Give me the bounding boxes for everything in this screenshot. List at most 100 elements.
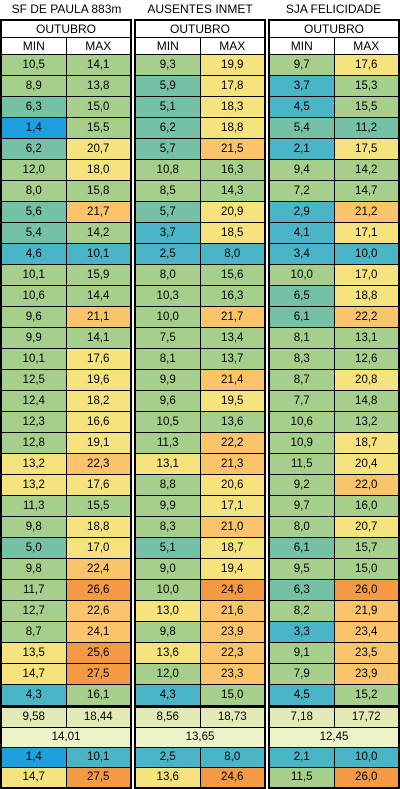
max-cell: 22,2 xyxy=(199,432,266,454)
min-cell: 13,6 xyxy=(134,642,201,664)
table-row: 2,5 8,0 xyxy=(134,243,266,265)
max-cell: 17,6 xyxy=(333,54,400,76)
min-cell: 9,5 xyxy=(268,558,335,580)
min-cell: 13,5 xyxy=(0,642,67,664)
min-column-header: MIN xyxy=(134,37,201,55)
min-cell: 8,7 xyxy=(268,369,335,391)
table-row: 3,7 15,3 xyxy=(268,75,400,97)
max-cell: 24,1 xyxy=(65,621,132,643)
table-row: 3,4 10,0 xyxy=(268,243,400,265)
table-row: 11,5 20,4 xyxy=(268,453,400,475)
table-row: 7,9 23,9 xyxy=(268,663,400,685)
max-cell: 21,3 xyxy=(199,453,266,475)
min-cell: 8,1 xyxy=(134,348,201,370)
max-cell: 14,1 xyxy=(65,327,132,349)
table-row: 6,5 18,8 xyxy=(268,285,400,307)
max-cell: 18,0 xyxy=(65,159,132,181)
max-cell: 22,0 xyxy=(333,474,400,496)
min-cell: 9,6 xyxy=(134,390,201,412)
min-cell: 2,9 xyxy=(268,201,335,223)
max-cell: 14,7 xyxy=(333,180,400,202)
table-row: 12,0 23,3 xyxy=(134,663,266,685)
average-max-cell: 17,72 xyxy=(333,705,400,728)
max-cell: 10,1 xyxy=(65,243,132,265)
min-cell: 4,5 xyxy=(268,684,335,707)
max-cell: 19,1 xyxy=(65,432,132,454)
max-cell: 18,8 xyxy=(333,285,400,307)
max-cell: 15,0 xyxy=(199,684,266,707)
table-row: 5,4 11,2 xyxy=(268,117,400,139)
min-cell: 12,4 xyxy=(0,390,67,412)
highest-min-cell: 14,7 xyxy=(0,767,67,789)
min-cell: 6,2 xyxy=(0,138,67,160)
table-row: 8,3 21,0 xyxy=(134,516,266,538)
average-max-cell: 18,73 xyxy=(199,705,266,728)
min-cell: 9,8 xyxy=(0,558,67,580)
lowest-min-cell: 2,5 xyxy=(134,747,201,768)
max-cell: 20,6 xyxy=(199,474,266,496)
max-cell: 16,1 xyxy=(65,684,132,707)
max-cell: 14,4 xyxy=(65,285,132,307)
min-cell: 9,7 xyxy=(268,54,335,76)
min-cell: 10,6 xyxy=(268,411,335,433)
table-row: 10,3 16,3 xyxy=(134,285,266,307)
min-cell: 8,9 xyxy=(0,75,67,97)
table-row: 5,4 14,2 xyxy=(0,222,132,244)
table-row: 9,9 14,1 xyxy=(0,327,132,349)
max-cell: 21,1 xyxy=(65,306,132,328)
table-row: 9,2 22,0 xyxy=(268,474,400,496)
max-cell: 14,1 xyxy=(65,54,132,76)
max-cell: 23,5 xyxy=(333,642,400,664)
highest-max-cell: 27,5 xyxy=(65,767,132,789)
min-cell: 6,5 xyxy=(268,285,335,307)
highest-min-cell: 13,6 xyxy=(134,767,201,789)
max-cell: 26,6 xyxy=(65,579,132,601)
min-cell: 6,2 xyxy=(134,117,201,139)
min-cell: 11,3 xyxy=(0,495,67,517)
table-row: 8,9 13,8 xyxy=(0,75,132,97)
min-cell: 13,1 xyxy=(134,453,201,475)
month-header: OUTUBRO xyxy=(268,19,400,38)
table-row: 8,8 20,6 xyxy=(134,474,266,496)
max-cell: 19,5 xyxy=(199,390,266,412)
min-cell: 10,0 xyxy=(134,306,201,328)
min-cell: 2,5 xyxy=(134,243,201,265)
table-row: 9,7 17,6 xyxy=(268,54,400,76)
table-row: 10,0 17,0 xyxy=(268,264,400,286)
month-header: OUTUBRO xyxy=(134,19,266,38)
min-cell: 4,3 xyxy=(0,684,67,707)
max-cell: 18,8 xyxy=(199,117,266,139)
table-row: 7,5 13,4 xyxy=(134,327,266,349)
table-row: 11,7 26,6 xyxy=(0,579,132,601)
table-row: 5,9 17,8 xyxy=(134,75,266,97)
min-cell: 4,5 xyxy=(268,96,335,118)
table-row: 9,9 21,4 xyxy=(134,369,266,391)
max-column-header: MAX xyxy=(333,37,400,55)
min-cell: 8,0 xyxy=(0,180,67,202)
min-cell: 8,3 xyxy=(268,348,335,370)
table-row: 8,0 15,6 xyxy=(134,264,266,286)
min-cell: 14,7 xyxy=(0,663,67,685)
min-cell: 2,1 xyxy=(268,138,335,160)
max-cell: 19,6 xyxy=(65,369,132,391)
table-row: 12,5 19,6 xyxy=(0,369,132,391)
min-cell: 8,0 xyxy=(134,264,201,286)
table-row: 8,0 15,8 xyxy=(0,180,132,202)
max-cell: 21,7 xyxy=(65,201,132,223)
average-min-cell: 7,18 xyxy=(268,705,335,728)
table-row: 4,1 17,1 xyxy=(268,222,400,244)
table-row: 7,2 14,7 xyxy=(268,180,400,202)
min-cell: 9,2 xyxy=(268,474,335,496)
min-cell: 12,8 xyxy=(0,432,67,454)
min-cell: 5,4 xyxy=(268,117,335,139)
min-cell: 9,7 xyxy=(268,495,335,517)
max-cell: 23,9 xyxy=(199,621,266,643)
min-cell: 6,3 xyxy=(0,96,67,118)
min-cell: 7,2 xyxy=(268,180,335,202)
min-cell: 7,5 xyxy=(134,327,201,349)
table-row: 10,9 18,7 xyxy=(268,432,400,454)
table-row-last: 4,5 15,2 xyxy=(268,684,400,707)
min-cell: 12,7 xyxy=(0,600,67,622)
min-column-header: MIN xyxy=(0,37,67,55)
min-cell: 8,3 xyxy=(134,516,201,538)
